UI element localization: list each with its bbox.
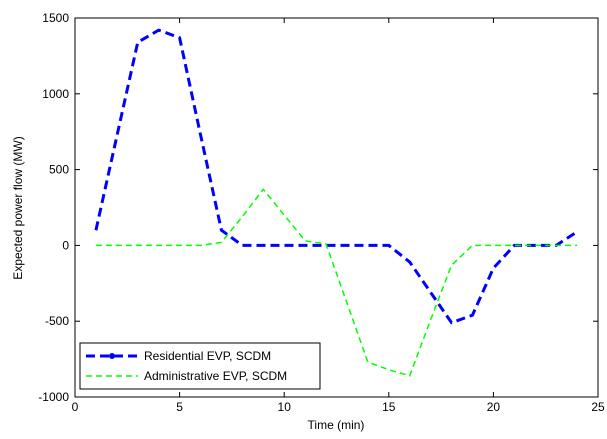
y-tick-label: 500 <box>49 163 69 177</box>
x-tick-label: 15 <box>382 400 396 414</box>
x-tick-label: 0 <box>72 400 79 414</box>
x-tick-label: 5 <box>176 400 183 414</box>
y-axis-label: Expected power flow (MW) <box>11 136 25 279</box>
plot-area <box>74 17 599 398</box>
x-tick-label: 20 <box>487 400 501 414</box>
y-tick-label: -500 <box>45 314 69 328</box>
legend-box <box>79 342 321 390</box>
x-axis-label: Time (min) <box>308 418 365 432</box>
x-tick-label: 25 <box>591 400 605 414</box>
legend-label: Administrative EVP, SCDM <box>144 369 287 383</box>
x-tick-label: 10 <box>278 400 292 414</box>
y-tick-label: 1000 <box>42 87 69 101</box>
y-tick-label: -1000 <box>38 390 69 404</box>
series-line <box>94 28 578 325</box>
y-tick-label: 1500 <box>42 11 69 25</box>
legend-marker <box>109 353 115 359</box>
legend-label: Residential EVP, SCDM <box>144 349 271 363</box>
series-line <box>95 188 578 377</box>
y-tick-label: 0 <box>62 238 69 252</box>
